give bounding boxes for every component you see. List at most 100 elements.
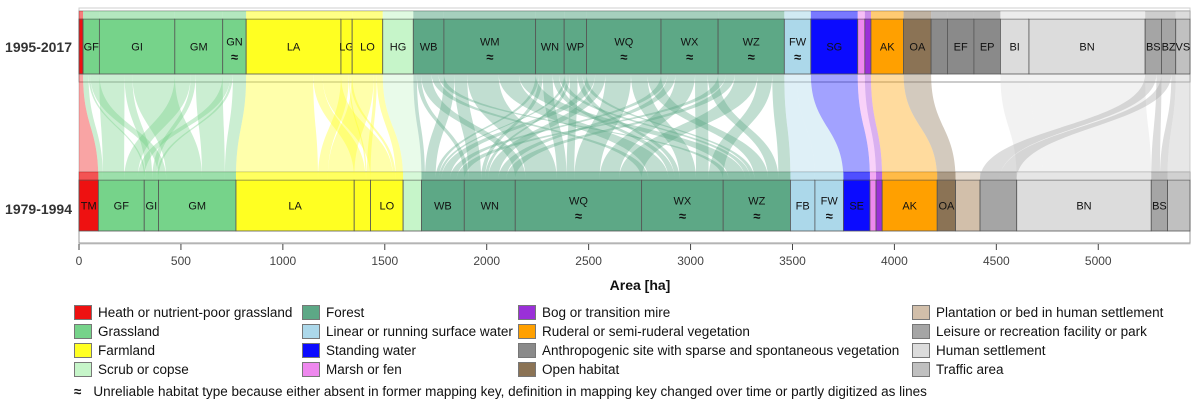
- flow-ribbon: [124, 74, 191, 180]
- stratum-label: LO: [379, 201, 394, 213]
- flow-ribbon: [810, 74, 870, 180]
- stratum-label: WB: [420, 42, 438, 54]
- stratum-bottom-bn: [1016, 179, 1152, 232]
- flow-ribbon: [1159, 74, 1176, 180]
- unreliable-mark: ≈: [575, 209, 582, 224]
- flow-ribbon: [582, 74, 755, 180]
- flow-ribbon: [382, 74, 422, 180]
- flow-ribbon: [454, 74, 482, 180]
- stratum-label: GN: [226, 37, 243, 49]
- flow-ribbon: [506, 74, 735, 180]
- stratum-edge-top: [1161, 11, 1176, 19]
- flow-ribbon: [498, 74, 669, 180]
- flow-ribbon: [456, 74, 726, 180]
- unreliable-mark: ≈: [679, 209, 686, 224]
- flow-ribbon: [980, 74, 1157, 180]
- stratum-edge-top: [857, 11, 865, 19]
- stratum-edge-bottom: [723, 172, 791, 180]
- flow-ribbon: [1000, 74, 1044, 180]
- flow-ribbon: [195, 74, 225, 180]
- stratum-edge-top: [83, 11, 100, 19]
- stratum-label: TM: [81, 201, 97, 213]
- stratum-edge-bottom: [790, 172, 815, 180]
- stratum-top-gm: [174, 18, 224, 75]
- stratum-edge-top: [340, 11, 353, 19]
- stratum-edge-bottom: [1167, 172, 1190, 180]
- flow-ribbon: [152, 74, 196, 180]
- stratum-edge-top: [352, 11, 383, 19]
- flow-ribbon: [857, 74, 877, 180]
- unreliable-mark: ≈: [620, 50, 627, 65]
- flow-ribbon: [425, 74, 455, 180]
- stratum-bottom-la: [235, 179, 355, 232]
- stratum-edge-bottom: [403, 172, 422, 180]
- stratum-edge-bottom: [876, 172, 883, 180]
- stratum-bottom-fb: [790, 179, 816, 232]
- stratum-label: OA: [938, 201, 955, 213]
- flow-ribbon: [542, 74, 567, 180]
- flow-ribbon: [416, 74, 469, 180]
- flow-ribbon: [435, 74, 539, 180]
- unreliable-mark: ≈: [826, 209, 833, 224]
- stratum-edge-top: [947, 11, 974, 19]
- flow-ribbon: [903, 74, 956, 180]
- flow-ribbon: [327, 74, 374, 180]
- stratum-edge-bottom: [421, 172, 465, 180]
- x-tick-label: 0: [76, 254, 83, 268]
- flow-ribbon: [481, 74, 543, 180]
- stratum-edge-top: [864, 11, 871, 19]
- stratum-edge-bottom: [515, 172, 642, 180]
- stratum-edge-bottom: [980, 172, 1017, 180]
- x-tick-label: 2500: [575, 254, 602, 268]
- flow-ribbon: [376, 74, 404, 180]
- stratum-edge-top: [903, 11, 932, 19]
- stratum-edge-bottom: [814, 172, 844, 180]
- stratum-top-sg: [810, 18, 859, 75]
- stratum-label: GM: [190, 42, 208, 54]
- stratum-top-wx: [660, 18, 719, 75]
- stratum-top-wm: [443, 18, 537, 75]
- stratum-label: LA: [288, 201, 302, 213]
- stratum-label: LA: [287, 42, 301, 54]
- flow-ribbon: [1167, 74, 1190, 180]
- x-axis: 0 500 1000 1500 2000 2500 3000 3500 4000 4500 5000: [76, 244, 1112, 268]
- stratum-top: [857, 18, 866, 75]
- stratum-bottom-se: [843, 179, 871, 232]
- flow-ribbon: [566, 74, 578, 180]
- x-tick-label: 1000: [270, 254, 297, 268]
- flow-ribbon: [313, 74, 366, 180]
- stratum-bottom: [955, 179, 981, 232]
- stratum-label: FW: [821, 196, 839, 208]
- stratum-label: WP: [567, 42, 585, 54]
- stratum-label: FW: [789, 37, 807, 49]
- flow-ribbon: [864, 74, 883, 180]
- stratum-label: WB: [434, 201, 452, 213]
- period-label-top: 1995-2017: [5, 39, 72, 55]
- stratum-label: WQ: [569, 196, 588, 208]
- stratum-edge-top: [99, 11, 175, 19]
- x-tick-label: 1500: [371, 254, 398, 268]
- flow-ribbon: [156, 74, 233, 180]
- flow-ribbon: [577, 74, 680, 180]
- flow-ribbon: [707, 74, 779, 180]
- flow-ribbon: [88, 74, 146, 180]
- flow-ribbon: [137, 74, 231, 180]
- stratum-bottom-wx: [641, 179, 724, 232]
- flow-ribbon: [413, 74, 426, 180]
- stratum-edge-bottom: [843, 172, 870, 180]
- flow-ribbon: [349, 74, 396, 180]
- x-tick-label: 5000: [1085, 254, 1112, 268]
- stratum-top: [930, 18, 948, 75]
- stratum-label: AK: [880, 42, 895, 54]
- x-tick-label: 4500: [983, 254, 1010, 268]
- flow-ribbon: [870, 74, 938, 180]
- stratum-edge-top: [931, 11, 948, 19]
- stratum-edge-top: [413, 11, 444, 19]
- stratum-edge-bottom: [937, 172, 956, 180]
- flow-ribbon: [450, 74, 668, 180]
- flow-ribbon: [630, 74, 697, 180]
- stratum-label: VS: [1176, 42, 1191, 54]
- stratum-edge-bottom: [464, 172, 516, 180]
- unreliable-mark: ≈: [231, 50, 238, 65]
